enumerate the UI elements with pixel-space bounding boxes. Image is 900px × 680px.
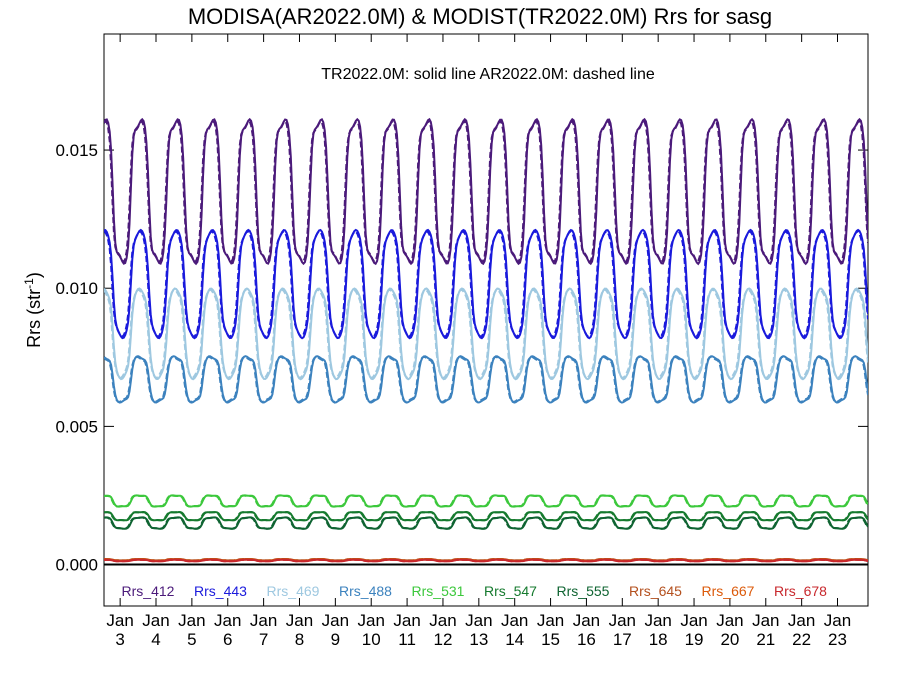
y-axis-label-close: ): [24, 272, 44, 278]
x-tick-label-day: 17: [613, 630, 632, 649]
x-tick-label-month: Jan: [393, 611, 420, 630]
svg-text:Rrs (str-1): Rrs (str-1): [22, 272, 44, 348]
legend-item: Rrs_469: [267, 583, 320, 599]
series-line-dashed: [104, 511, 868, 522]
x-tick-label-month: Jan: [286, 611, 313, 630]
x-tick-label-month: Jan: [465, 611, 492, 630]
legend-item: Rrs_678: [774, 583, 827, 599]
series-Rrs_678: [104, 558, 868, 563]
series-Rrs_531: [104, 494, 868, 508]
legend-item: Rrs_412: [122, 583, 175, 599]
x-tick-label-day: 4: [151, 630, 160, 649]
x-tick-label-day: 13: [469, 630, 488, 649]
x-tick-label-month: Jan: [142, 611, 169, 630]
x-tick-label-day: 9: [331, 630, 340, 649]
x-tick-label-day: 8: [295, 630, 304, 649]
x-tick-label-day: 12: [433, 630, 452, 649]
legend-item: Rrs_488: [339, 583, 392, 599]
x-tick-label-day: 14: [505, 630, 524, 649]
x-tick-label-day: 16: [577, 630, 596, 649]
x-tick-label-day: 7: [259, 630, 268, 649]
x-tick-label-month: Jan: [178, 611, 205, 630]
legend-item: Rrs_443: [194, 583, 247, 599]
x-tick-label-day: 18: [649, 630, 668, 649]
series-line-dashed: [104, 516, 868, 530]
series-Rrs_412: [104, 117, 868, 266]
series-line-solid: [104, 287, 868, 381]
series-line-dashed: [104, 494, 868, 508]
x-tick-label-month: Jan: [537, 611, 564, 630]
series-Rrs_547: [104, 510, 868, 522]
x-tick-label-day: 23: [828, 630, 847, 649]
series-Rrs_443: [104, 228, 868, 340]
series-Rrs_488: [104, 355, 868, 404]
y-axis-label: Rrs (str-1): [22, 272, 44, 348]
x-tick-label-month: Jan: [788, 611, 815, 630]
x-tick-label-month: Jan: [644, 611, 671, 630]
series-line-dashed: [104, 558, 868, 563]
legend-item: Rrs_531: [412, 583, 465, 599]
series-Rrs_555: [104, 516, 868, 530]
x-tick-label-day: 3: [115, 630, 124, 649]
x-tick-label-day: 15: [541, 630, 560, 649]
y-tick-label: 0.015: [55, 141, 98, 160]
y-tick-label: 0.010: [55, 279, 98, 298]
x-tick-label-day: 19: [685, 630, 704, 649]
series-line-dashed: [104, 230, 868, 338]
x-tick-label-month: Jan: [501, 611, 528, 630]
x-tick-label-day: 21: [756, 630, 775, 649]
legend-item: Rrs_667: [702, 583, 755, 599]
legend-item: Rrs_645: [629, 583, 682, 599]
y-tick-label: 0.000: [55, 556, 98, 575]
x-tick-label-day: 22: [792, 630, 811, 649]
x-tick-label-day: 5: [187, 630, 196, 649]
x-tick-label-month: Jan: [106, 611, 133, 630]
x-tick-label-month: Jan: [214, 611, 241, 630]
x-tick-label-month: Jan: [716, 611, 743, 630]
series-line-dashed: [104, 288, 868, 380]
y-axis-label-text: Rrs (str: [24, 289, 44, 348]
series-line-dashed: [104, 119, 868, 264]
x-tick-label-month: Jan: [609, 611, 636, 630]
x-tick-label-month: Jan: [573, 611, 600, 630]
chart-title: MODISA(AR2022.0M) & MODIST(TR2022.0M) Rr…: [188, 4, 772, 29]
x-tick-label-month: Jan: [429, 611, 456, 630]
plot-frame: [103, 33, 869, 607]
x-tick-label-month: Jan: [250, 611, 277, 630]
chart-subtitle: TR2022.0M: solid line AR2022.0M: dashed …: [321, 66, 655, 83]
legend-item: Rrs_555: [557, 583, 610, 599]
x-tick-label-day: 10: [362, 630, 381, 649]
plot-area: 0.0000.0050.0100.015Jan3Jan4Jan5Jan6Jan7…: [55, 33, 869, 649]
series-Rrs_469: [104, 287, 868, 381]
y-axis-label-sup: -1: [22, 278, 36, 289]
x-tick-label-month: Jan: [824, 611, 851, 630]
x-tick-label-day: 11: [398, 630, 416, 649]
x-tick-label-day: 20: [720, 630, 739, 649]
legend-item: Rrs_547: [484, 583, 537, 599]
y-tick-label: 0.005: [55, 417, 98, 436]
x-tick-label-month: Jan: [752, 611, 779, 630]
x-tick-label-month: Jan: [680, 611, 707, 630]
x-tick-label-month: Jan: [358, 611, 385, 630]
x-tick-label-month: Jan: [322, 611, 349, 630]
series-line-dashed: [104, 355, 868, 403]
x-tick-label-day: 6: [223, 630, 232, 649]
